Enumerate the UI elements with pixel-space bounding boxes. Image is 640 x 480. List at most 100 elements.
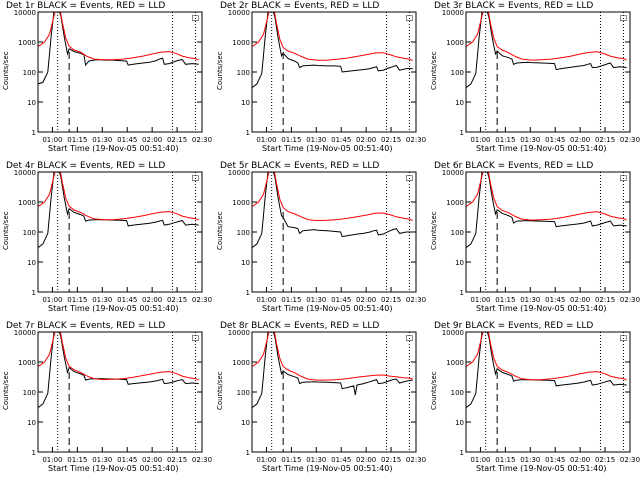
panel-title: Det 7r BLACK = Events, RED = LLD xyxy=(6,321,166,331)
x-tick-label: 02:30 xyxy=(406,136,426,144)
x-tick-label: 01:45 xyxy=(117,296,137,304)
x-tick-label: 01:45 xyxy=(331,296,351,304)
square-marker-icon: □ xyxy=(192,173,200,182)
y-tick-label: 10 xyxy=(27,259,36,267)
y-tick-label: 1000 xyxy=(232,359,250,367)
x-tick-label: 02:30 xyxy=(192,456,212,464)
x-tick-label: 02:00 xyxy=(570,296,590,304)
y-tick-label: 10 xyxy=(455,259,464,267)
x-tick-label: 01:30 xyxy=(306,296,326,304)
y-tick-label: 100 xyxy=(23,69,36,77)
y-tick-label: 10 xyxy=(241,259,250,267)
y-tick-label: 1 xyxy=(32,449,36,457)
x-tick-label: 02:30 xyxy=(620,296,640,304)
lld-series-line xyxy=(38,12,199,61)
x-tick-label: 02:00 xyxy=(356,296,376,304)
lld-series-line xyxy=(38,172,199,221)
x-tick-label: 01:45 xyxy=(331,136,351,144)
y-tick-label: 100 xyxy=(237,389,250,397)
x-tick-label: 02:30 xyxy=(192,136,212,144)
events-series-line xyxy=(466,332,627,409)
square-marker-icon: □ xyxy=(620,13,628,22)
x-tick-label: 02:15 xyxy=(381,296,401,304)
square-marker-icon: □ xyxy=(406,173,414,182)
x-axis-label: Start Time (19-Nov-05 00:51:40) xyxy=(48,144,179,153)
x-tick-label: 02:00 xyxy=(142,456,162,464)
x-tick-label: 01:45 xyxy=(117,456,137,464)
y-tick-label: 1 xyxy=(32,129,36,137)
x-tick-label: 01:30 xyxy=(92,456,112,464)
panel-title: Det 3r BLACK = Events, RED = LLD xyxy=(434,1,594,11)
lld-series-line xyxy=(252,332,413,381)
x-tick-label: 01:45 xyxy=(545,136,565,144)
y-tick-label: 1000 xyxy=(18,359,36,367)
x-tick-label: 02:15 xyxy=(595,296,615,304)
x-tick-label: 01:00 xyxy=(470,136,490,144)
x-tick-label: 01:00 xyxy=(470,456,490,464)
x-tick-label: 01:45 xyxy=(545,296,565,304)
x-tick-label: 01:30 xyxy=(520,136,540,144)
x-tick-label: 01:30 xyxy=(520,456,540,464)
x-tick-label: 01:15 xyxy=(495,456,515,464)
y-tick-label: 1 xyxy=(246,449,250,457)
events-series-line xyxy=(466,12,627,89)
x-tick-label: 02:00 xyxy=(356,456,376,464)
y-tick-label: 1 xyxy=(32,289,36,297)
y-tick-label: 10000 xyxy=(228,9,250,17)
x-tick-label: 01:30 xyxy=(520,296,540,304)
panel-title: Det 4r BLACK = Events, RED = LLD xyxy=(6,161,166,171)
y-tick-label: 10000 xyxy=(14,169,36,177)
x-tick-label: 01:00 xyxy=(256,136,276,144)
x-tick-label: 01:00 xyxy=(470,296,490,304)
x-tick-label: 01:00 xyxy=(256,296,276,304)
y-tick-label: 1 xyxy=(246,289,250,297)
y-tick-label: 10000 xyxy=(14,9,36,17)
y-tick-label: 10000 xyxy=(228,329,250,337)
x-tick-label: 01:15 xyxy=(495,136,515,144)
y-tick-label: 100 xyxy=(451,389,464,397)
panel-title: Det 1r BLACK = Events, RED = LLD xyxy=(6,1,166,11)
lld-series-line xyxy=(466,12,627,61)
x-tick-label: 01:45 xyxy=(545,456,565,464)
x-tick-label: 02:30 xyxy=(406,296,426,304)
x-axis-label: Start Time (19-Nov-05 00:51:40) xyxy=(48,464,179,473)
y-tick-label: 10000 xyxy=(442,329,464,337)
x-tick-label: 02:15 xyxy=(381,456,401,464)
square-marker-icon: □ xyxy=(192,333,200,342)
y-tick-label: 10 xyxy=(455,99,464,107)
lld-series-line xyxy=(466,332,627,381)
x-tick-label: 01:00 xyxy=(42,296,62,304)
lld-series-line xyxy=(252,12,413,62)
x-tick-label: 01:30 xyxy=(92,136,112,144)
x-tick-label: 01:15 xyxy=(67,136,87,144)
y-tick-label: 100 xyxy=(23,229,36,237)
x-axis-label: Start Time (19-Nov-05 00:51:40) xyxy=(476,144,607,153)
x-tick-label: 01:15 xyxy=(281,296,301,304)
y-tick-label: 100 xyxy=(237,69,250,77)
x-tick-label: 02:15 xyxy=(167,136,187,144)
panel-title: Det 2r BLACK = Events, RED = LLD xyxy=(220,1,380,11)
lld-series-line xyxy=(252,172,413,222)
x-tick-label: 02:15 xyxy=(595,456,615,464)
y-tick-label: 1000 xyxy=(446,39,464,47)
x-tick-label: 02:00 xyxy=(142,296,162,304)
x-tick-label: 02:00 xyxy=(142,136,162,144)
lld-series-line xyxy=(466,172,627,221)
y-tick-label: 10 xyxy=(27,419,36,427)
y-tick-label: 100 xyxy=(23,389,36,397)
x-axis-label: Start Time (19-Nov-05 00:51:40) xyxy=(262,304,393,313)
x-tick-label: 02:15 xyxy=(167,296,187,304)
y-tick-label: 100 xyxy=(451,229,464,237)
y-tick-label: 1000 xyxy=(232,39,250,47)
x-tick-label: 02:00 xyxy=(356,136,376,144)
x-tick-label: 02:00 xyxy=(570,456,590,464)
x-tick-label: 01:15 xyxy=(67,456,87,464)
